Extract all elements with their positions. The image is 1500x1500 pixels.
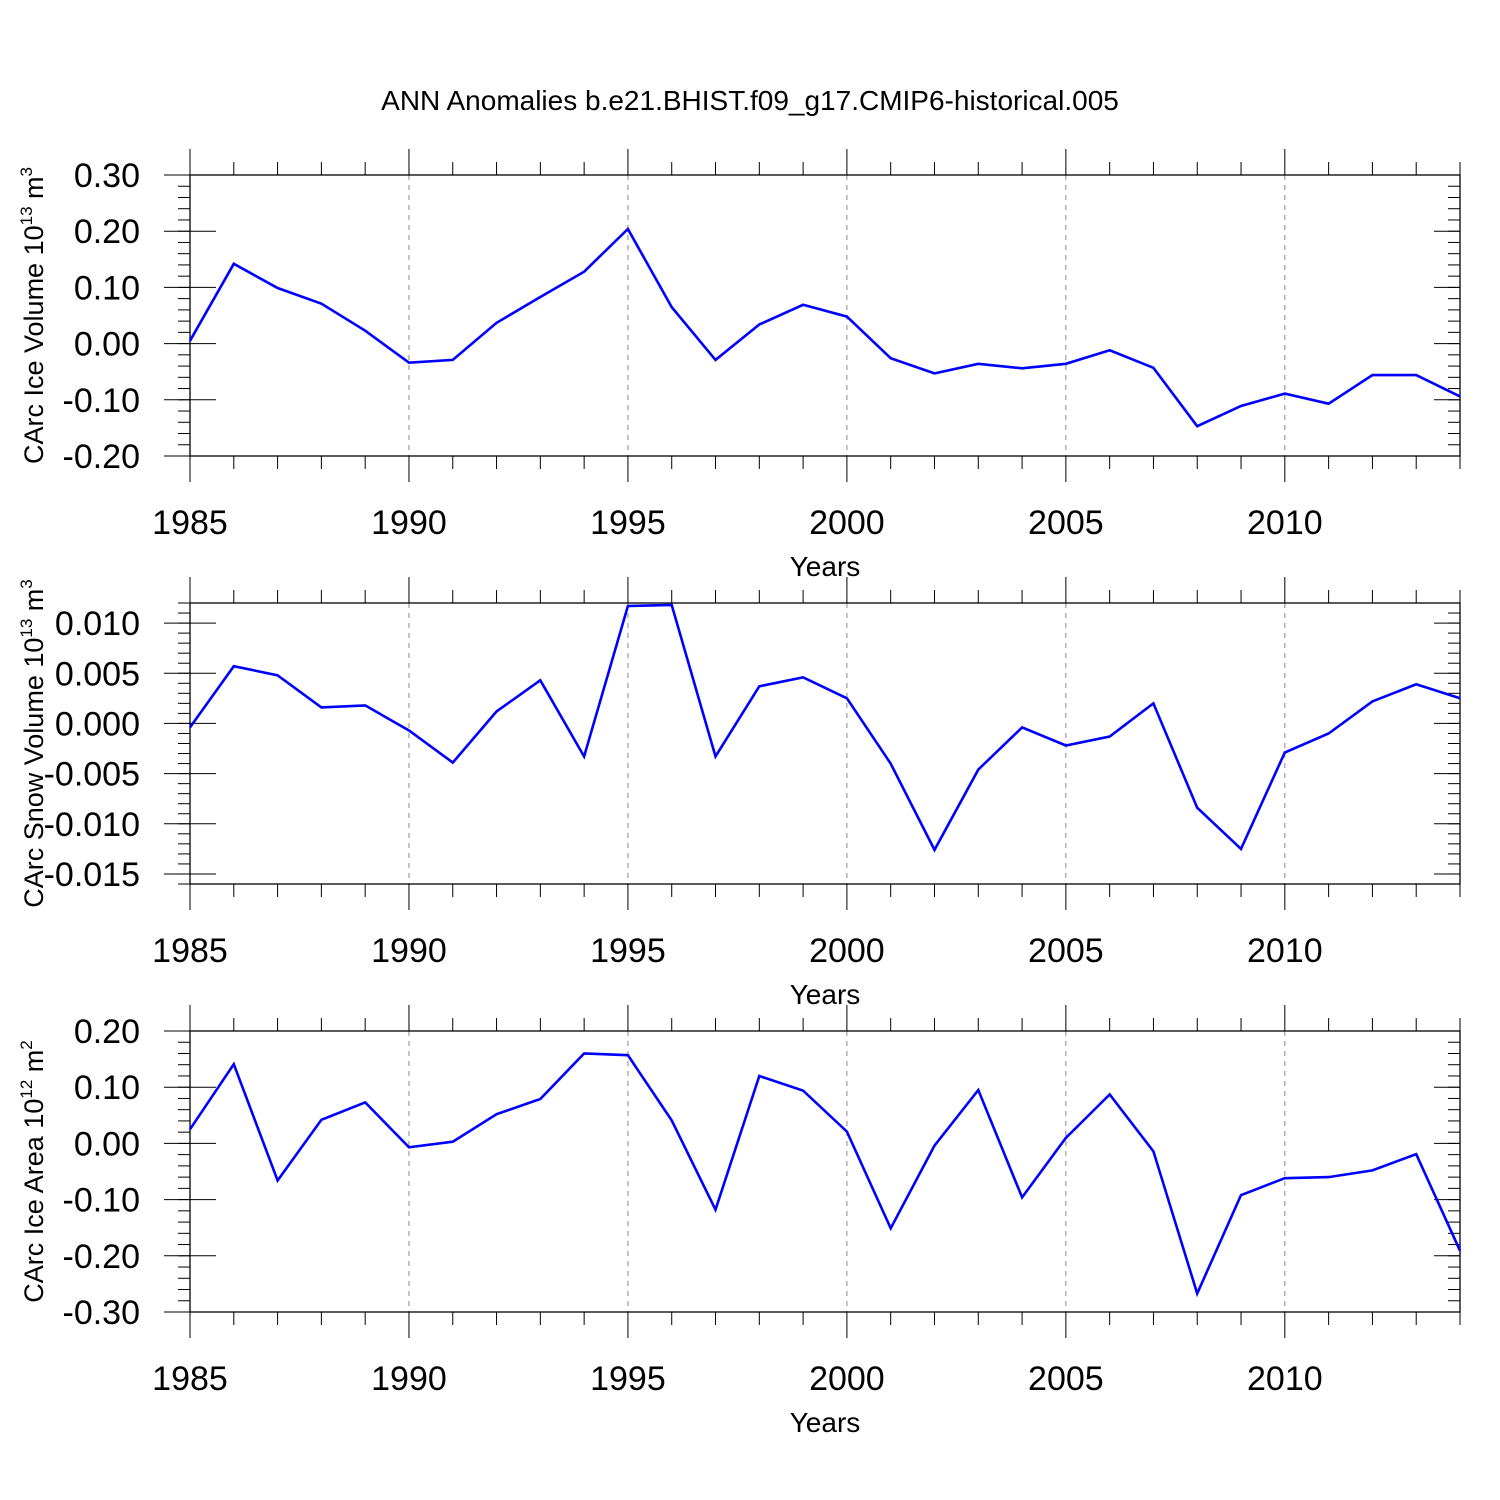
chart-1-ylabel: CArc Snow Volume 1013 m3	[17, 579, 49, 908]
chart-1-ytick-label-4: 0.005	[55, 655, 140, 693]
chart-0-ytick-label-0: -0.20	[63, 438, 141, 476]
chart-0-ytick-label-1: -0.10	[63, 382, 141, 420]
chart-1-ytick-label-5: 0.010	[55, 605, 140, 643]
chart-2-xtick-label-3: 2000	[809, 1360, 885, 1398]
chart-2-series-line	[188, 1052, 1462, 1298]
chart-0-ytick-label-2: 0.00	[74, 326, 140, 364]
chart-2-xtick-label-0: 1985	[152, 1360, 228, 1398]
chart-0-ytick-label-3: 0.10	[74, 269, 140, 307]
chart-1-xtick-label-4: 2005	[1028, 932, 1104, 970]
panel-ice-volume: -0.20 -0.10 0.00 0.10 0.20 0.30 1985 1990 1995 20…	[17, 149, 1461, 582]
chart-1-series-line	[188, 603, 1461, 853]
chart-0-xtick-label-3: 2000	[809, 504, 885, 542]
chart-1-ytick-label-3: 0.000	[55, 705, 140, 743]
chart-0-xtick-label-2: 1995	[590, 504, 666, 542]
chart-0-xtick-label-1: 1990	[371, 504, 447, 542]
chart-1-xtick-label-0: 1985	[152, 932, 228, 970]
chart-2-xtick-label-4: 2005	[1028, 1360, 1104, 1398]
chart-0-ytick-label-4: 0.20	[74, 213, 140, 251]
chart-0-series-line	[188, 226, 1461, 428]
chart-1-xtick-label-2: 1995	[590, 932, 666, 970]
chart-1-xtick-label-1: 1990	[371, 932, 447, 970]
chart-1-ytick-label-1: -0.010	[44, 806, 140, 844]
chart-2-ytick-label-1: -0.20	[63, 1238, 141, 1276]
panel-snow-volume: -0.015 -0.010 -0.005 0.000 0.005 0.010 1985 199…	[17, 577, 1461, 1010]
chart-1-xtick-label-5: 2010	[1247, 932, 1323, 970]
figure-title: ANN Anomalies b.e21.BHIST.f09_g17.CMIP6-…	[381, 85, 1119, 116]
chart-0-xtick-label-0: 1985	[152, 504, 228, 542]
chart-2-ytick-label-0: -0.30	[63, 1294, 141, 1332]
chart-2-xlabel: Years	[790, 1407, 861, 1438]
chart-0-ylabel: CArc Ice Volume 1013 m3	[17, 167, 49, 464]
chart-2-ylabel: CArc Ice Area 1012 m2	[17, 1040, 49, 1303]
chart-2-xtick-label-5: 2010	[1247, 1360, 1323, 1398]
panel-ice-area: -0.30 -0.20 -0.10 0.00 0.10 0.20 1985 1990 1995 2…	[17, 1005, 1462, 1438]
chart-2-frame	[189, 1030, 1461, 1313]
chart-2-ytick-label-4: 0.10	[74, 1069, 140, 1107]
chart-2-ytick-label-2: -0.10	[63, 1182, 141, 1220]
chart-0-ytick-label-5: 0.30	[74, 157, 140, 195]
chart-0-frame	[189, 174, 1461, 457]
chart-1-ytick-label-2: -0.005	[44, 756, 140, 794]
chart-1-xlabel: Years	[790, 979, 861, 1010]
chart-1-ytick-label-0: -0.015	[44, 856, 140, 894]
chart-1-frame	[189, 602, 1461, 885]
chart-1-xtick-label-3: 2000	[809, 932, 885, 970]
chart-2-ytick-label-5: 0.20	[74, 1013, 140, 1051]
chart-0-xtick-label-4: 2005	[1028, 504, 1104, 542]
chart-2-ytick-label-3: 0.00	[74, 1125, 140, 1163]
chart-2-xtick-label-1: 1990	[371, 1360, 447, 1398]
chart-2-xtick-label-2: 1995	[590, 1360, 666, 1398]
chart-0-xlabel: Years	[790, 551, 861, 582]
chart-0-xtick-label-5: 2010	[1247, 504, 1323, 542]
